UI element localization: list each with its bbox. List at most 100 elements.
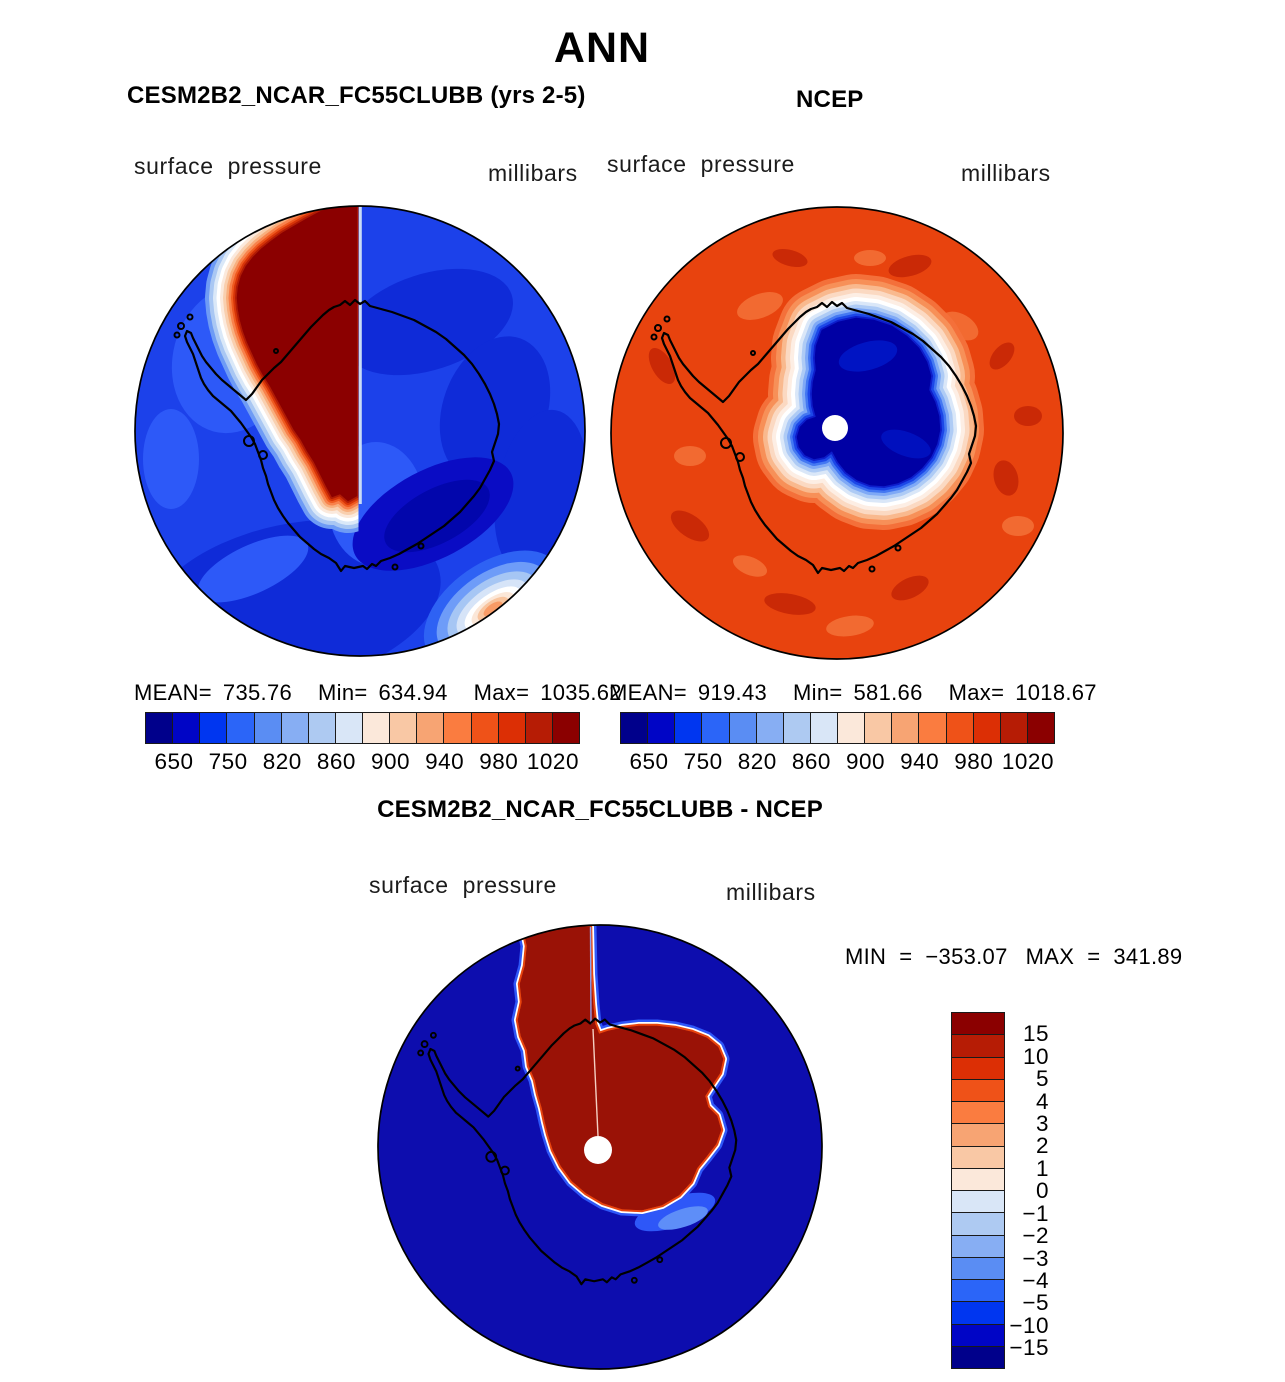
colorbar-tick-label: 650 [629, 749, 669, 774]
min-value: 581.66 [853, 680, 923, 705]
obs-stats: MEAN= 919.43 Min= 581.66 Max= 1018.67 [609, 680, 1097, 706]
max-value: 1018.67 [1015, 680, 1097, 705]
colorbar-cell [782, 713, 810, 743]
colorbar-tick-label: 10 [1022, 1043, 1049, 1069]
colorbar-cell [524, 713, 552, 743]
map-obs [610, 206, 1064, 660]
colorbar-cell [972, 713, 1000, 743]
colorbar-cell [146, 713, 173, 743]
colorbar-tick-label: 860 [791, 749, 831, 774]
colorbar-cell [952, 1034, 1004, 1057]
colorbar-cell [674, 713, 702, 743]
colorbar-tick-label: 940 [425, 749, 465, 774]
colorbar-cell [952, 1212, 1004, 1235]
max-value: 341.89 [1113, 944, 1183, 969]
colorbar-cell [334, 713, 362, 743]
mean-label: MEAN= [609, 680, 687, 705]
colorbar-cell [952, 1279, 1004, 1302]
colorbar-cell [199, 713, 227, 743]
diff-minmax: MIN = −353.07 MAX = 341.89 [845, 944, 1182, 970]
diff-colorbar [951, 1012, 1005, 1369]
colorbar-cell [389, 713, 417, 743]
colorbar-cell [307, 713, 335, 743]
diff-units-label: millibars [726, 879, 816, 905]
colorbar-cell [952, 1013, 1004, 1035]
colorbar-cell [945, 713, 973, 743]
diff-field-label: surface pressure [369, 872, 557, 898]
colorbar-tick-label: 1020 [526, 749, 579, 774]
colorbar-cell [443, 713, 471, 743]
max-label: Max= [948, 680, 1005, 705]
colorbar-cell [952, 1078, 1004, 1101]
colorbar-cell [952, 1056, 1004, 1079]
obs-units-label: millibars [961, 160, 1051, 186]
obs-colorbar [620, 712, 1055, 744]
colorbar-cell [755, 713, 783, 743]
colorbar-tick-label: −4 [1022, 1267, 1049, 1293]
colorbar-cell [952, 1145, 1004, 1168]
model-stats: MEAN= 735.76 Min= 634.94 Max= 1035.62 [134, 680, 622, 706]
colorbar-cell [999, 713, 1027, 743]
colorbar-tick-label: −2 [1022, 1223, 1049, 1249]
map-diff [377, 924, 823, 1370]
colorbar-tick-label: 1 [1035, 1155, 1049, 1181]
colorbar-tick-label: 820 [737, 749, 777, 774]
min-label: MIN [845, 944, 887, 969]
mean-value: 919.43 [697, 680, 768, 705]
max-value: 1035.62 [540, 680, 622, 705]
map-model [134, 205, 586, 657]
colorbar-tick-label: 4 [1035, 1088, 1049, 1114]
obs-colorbar-ticks: 650 750 820 860 900 940 980 1020 [620, 749, 1057, 775]
obs-panel-title: NCEP [796, 86, 864, 113]
colorbar-cell [952, 1167, 1004, 1190]
model-panel-title: CESM2B2_NCAR_FC55CLUBB (yrs 2-5) [127, 82, 586, 109]
colorbar-cell [1026, 713, 1054, 743]
map-model-outline [134, 205, 586, 657]
equals-sign: = [1087, 944, 1101, 969]
colorbar-cell [864, 713, 892, 743]
colorbar-cell [172, 713, 200, 743]
colorbar-cell [470, 713, 498, 743]
model-field-label: surface pressure [134, 153, 322, 179]
min-label: Min= [793, 680, 843, 705]
colorbar-cell [809, 713, 837, 743]
colorbar-cell [647, 713, 675, 743]
colorbar-cell [952, 1234, 1004, 1257]
colorbar-tick-label: −5 [1022, 1290, 1049, 1316]
colorbar-cell [728, 713, 756, 743]
pole-hole [584, 1136, 612, 1164]
colorbar-tick-label: 750 [683, 749, 723, 774]
max-label: Max= [473, 680, 530, 705]
map-obs-outline [610, 206, 1064, 660]
map-diff-outline [377, 924, 823, 1370]
colorbar-tick-label: 2 [1035, 1133, 1049, 1159]
equals-sign: = [899, 944, 913, 969]
model-colorbar-ticks: 650 750 820 860 900 940 980 1020 [145, 749, 582, 775]
colorbar-cell [952, 1101, 1004, 1124]
colorbar-cell [952, 1323, 1004, 1346]
polar-low [797, 318, 940, 486]
colorbar-tick-label: 1020 [1001, 749, 1054, 774]
colorbar-tick-label: 15 [1022, 1021, 1049, 1047]
colorbar-cell [891, 713, 919, 743]
colorbar-tick-label: 980 [954, 749, 994, 774]
min-value: 634.94 [378, 680, 448, 705]
colorbar-tick-label: 750 [208, 749, 248, 774]
colorbar-tick-label: −15 [1009, 1335, 1049, 1361]
colorbar-tick-label: 980 [479, 749, 519, 774]
colorbar-tick-label: 940 [900, 749, 940, 774]
colorbar-cell [918, 713, 946, 743]
colorbar-cell [253, 713, 281, 743]
colorbar-tick-label: −3 [1022, 1245, 1049, 1271]
colorbar-cell [952, 1256, 1004, 1279]
colorbar-cell [837, 713, 865, 743]
colorbar-tick-label: −10 [1009, 1312, 1049, 1338]
page-title: ANN [553, 24, 651, 72]
diff-colorbar-labels: 15 10 5 4 3 2 1 0 −1 −2 −3 −4 −5 −10 −15 [1003, 1012, 1049, 1372]
model-colorbar [145, 712, 580, 744]
colorbar-tick-label: 820 [262, 749, 302, 774]
obs-field-label: surface pressure [607, 151, 795, 177]
seam-line [592, 1028, 599, 1137]
seam-line [589, 926, 592, 1025]
